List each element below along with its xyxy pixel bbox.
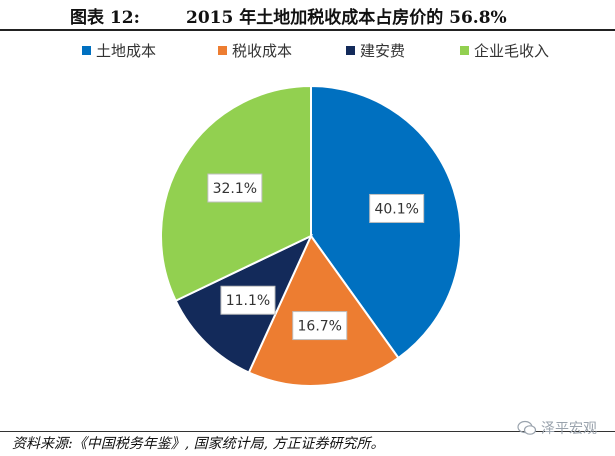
- source-note: 资料来源:《中国税务年鉴》, 国家统计局, 方正证券研究所。: [12, 436, 385, 452]
- data-label-box-construction: [220, 285, 276, 315]
- legend-item-tax: 税收成本: [218, 40, 292, 61]
- data-label-text-land: 40.1%: [374, 201, 418, 217]
- watermark-text: 泽平宏观: [541, 421, 597, 437]
- legend-swatch-construction: [346, 46, 355, 55]
- figure-label: 图表 12:: [70, 8, 140, 28]
- data-label-tax: 16.7%: [292, 311, 348, 341]
- watermark: 泽平宏观: [517, 418, 597, 438]
- legend-item-land: 土地成本: [82, 40, 156, 61]
- legend-item-construction: 建安费: [346, 40, 405, 61]
- figure-title: 图表 12: 2015 年土地加税收成本占房价的 56.8%: [0, 0, 615, 28]
- wechat-logo-icon: [517, 420, 537, 435]
- data-label-text-tax: 16.7%: [298, 319, 342, 335]
- data-label-text-construction: 11.1%: [226, 293, 270, 309]
- data-label-box-gross-income: [207, 173, 263, 203]
- legend-swatch-gross-income: [460, 46, 469, 55]
- legend-label-tax: 税收成本: [232, 42, 293, 60]
- data-label-box-tax: [292, 311, 348, 341]
- legend-label-gross-income: 企业毛收入: [474, 42, 550, 60]
- data-label-box-land: [369, 193, 425, 223]
- data-label-gross-income: 32.1%: [207, 173, 263, 203]
- data-label-land: 40.1%: [369, 193, 425, 223]
- pie-slice-tax: [247, 234, 400, 387]
- figure-title-text: 2015 年土地加税收成本占房价的 56.8%: [186, 8, 507, 28]
- legend-label-construction: 建安费: [360, 42, 406, 60]
- legend-label-land: 土地成本: [96, 42, 157, 60]
- legend-swatch-land: [82, 46, 91, 55]
- legend-item-gross-income: 企业毛收入: [460, 40, 549, 61]
- chart-legend: 土地成本 税收成本 建安费 企业毛收入: [0, 40, 615, 64]
- data-label-text-gross-income: 32.1%: [213, 181, 257, 197]
- bottom-rule: [0, 431, 615, 432]
- title-rule: [0, 29, 615, 31]
- data-label-construction: 11.1%: [220, 285, 276, 315]
- legend-swatch-tax: [218, 46, 227, 55]
